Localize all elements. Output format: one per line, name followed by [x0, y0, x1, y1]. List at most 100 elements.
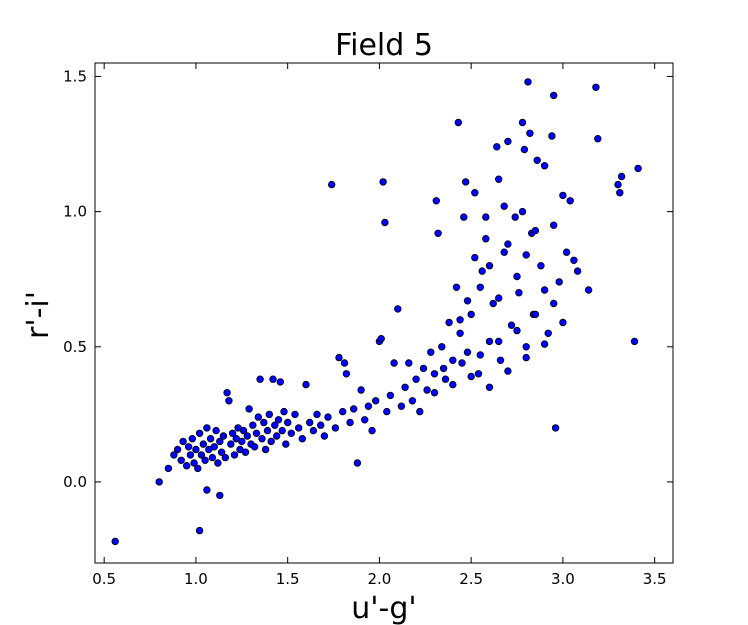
data-point	[454, 118, 462, 127]
data-point	[485, 262, 494, 270]
data-point	[533, 156, 541, 164]
data-point	[634, 164, 642, 173]
data-point	[195, 429, 204, 437]
data-point	[570, 256, 578, 264]
data-point	[238, 437, 246, 446]
data-point	[550, 299, 558, 308]
data-point	[309, 426, 318, 435]
data-point	[216, 437, 224, 446]
data-point	[427, 348, 435, 356]
data-point	[522, 353, 530, 362]
data-point	[531, 226, 540, 235]
data-point	[313, 410, 321, 419]
data-point	[210, 443, 218, 451]
data-point	[287, 429, 295, 437]
data-point	[500, 248, 508, 256]
data-point	[482, 213, 490, 221]
data-point	[271, 421, 279, 429]
data-point	[298, 435, 306, 443]
data-point	[504, 240, 512, 248]
data-point	[495, 294, 503, 302]
data-point	[504, 137, 512, 146]
data-point	[263, 426, 272, 435]
data-point	[474, 370, 483, 378]
data-point	[197, 451, 206, 459]
data-point	[269, 375, 277, 383]
data-point	[423, 386, 431, 394]
data-point	[513, 326, 521, 335]
data-point	[524, 78, 532, 86]
data-point	[540, 161, 549, 170]
data-point	[515, 289, 523, 297]
data-point	[390, 359, 398, 367]
data-point	[273, 432, 281, 440]
data-point	[471, 188, 479, 197]
x-tick-label: 3.0	[551, 570, 575, 588]
data-point	[531, 310, 540, 319]
data-point	[548, 132, 556, 140]
x-tick-label: 1.0	[184, 570, 208, 588]
data-point	[616, 188, 624, 197]
data-point	[203, 486, 211, 494]
data-point	[439, 364, 448, 373]
data-point	[500, 202, 508, 210]
data-point	[408, 397, 417, 405]
data-point	[216, 491, 224, 500]
data-point	[230, 451, 239, 459]
data-point	[540, 340, 549, 348]
data-point	[476, 351, 484, 359]
data-point	[256, 375, 264, 383]
data-point	[346, 418, 354, 427]
data-point	[199, 440, 207, 448]
data-point	[177, 456, 185, 464]
data-point	[302, 380, 310, 389]
data-point	[184, 443, 193, 451]
data-point	[592, 83, 600, 91]
data-point	[228, 429, 237, 437]
data-point	[397, 402, 406, 410]
x-axis-label: u'-g'	[351, 591, 416, 625]
data-point	[495, 337, 503, 346]
data-point	[223, 389, 231, 397]
x-tick-label: 1.5	[276, 570, 300, 588]
data-point	[186, 451, 195, 459]
data-point	[630, 337, 639, 346]
data-point	[206, 435, 215, 443]
data-point	[526, 129, 534, 137]
data-point	[401, 383, 409, 391]
x-tick-label: 2.0	[367, 570, 391, 588]
axis-ticks: 0.5 1.0 1.5 2.0 2.5 3.0 3.5 0.0 0.5 1.0 1.5	[63, 63, 673, 588]
data-point	[280, 407, 288, 416]
data-point	[339, 407, 347, 416]
data-point	[274, 416, 283, 424]
data-point	[518, 207, 527, 216]
data-point	[252, 429, 261, 437]
data-point	[550, 221, 558, 229]
data-point	[383, 407, 391, 416]
data-point	[467, 372, 475, 381]
data-point	[340, 359, 349, 367]
data-point	[430, 370, 439, 378]
data-point	[245, 405, 253, 413]
data-point	[562, 248, 571, 256]
data-point	[449, 356, 457, 364]
data-point	[254, 413, 262, 421]
data-point	[522, 343, 530, 351]
data-point	[441, 375, 450, 383]
data-point	[456, 316, 464, 324]
y-tick-label: 1.0	[63, 203, 87, 221]
data-point	[550, 91, 558, 100]
data-point	[320, 432, 329, 440]
data-point	[489, 299, 497, 308]
data-point	[368, 426, 376, 435]
data-point	[188, 435, 196, 443]
x-tick-label: 3.5	[643, 570, 667, 588]
x-tick-label: 2.5	[459, 570, 483, 588]
data-point	[221, 453, 229, 462]
data-point	[278, 426, 286, 435]
data-point	[328, 180, 336, 189]
data-point	[445, 318, 453, 327]
data-point	[203, 424, 211, 432]
